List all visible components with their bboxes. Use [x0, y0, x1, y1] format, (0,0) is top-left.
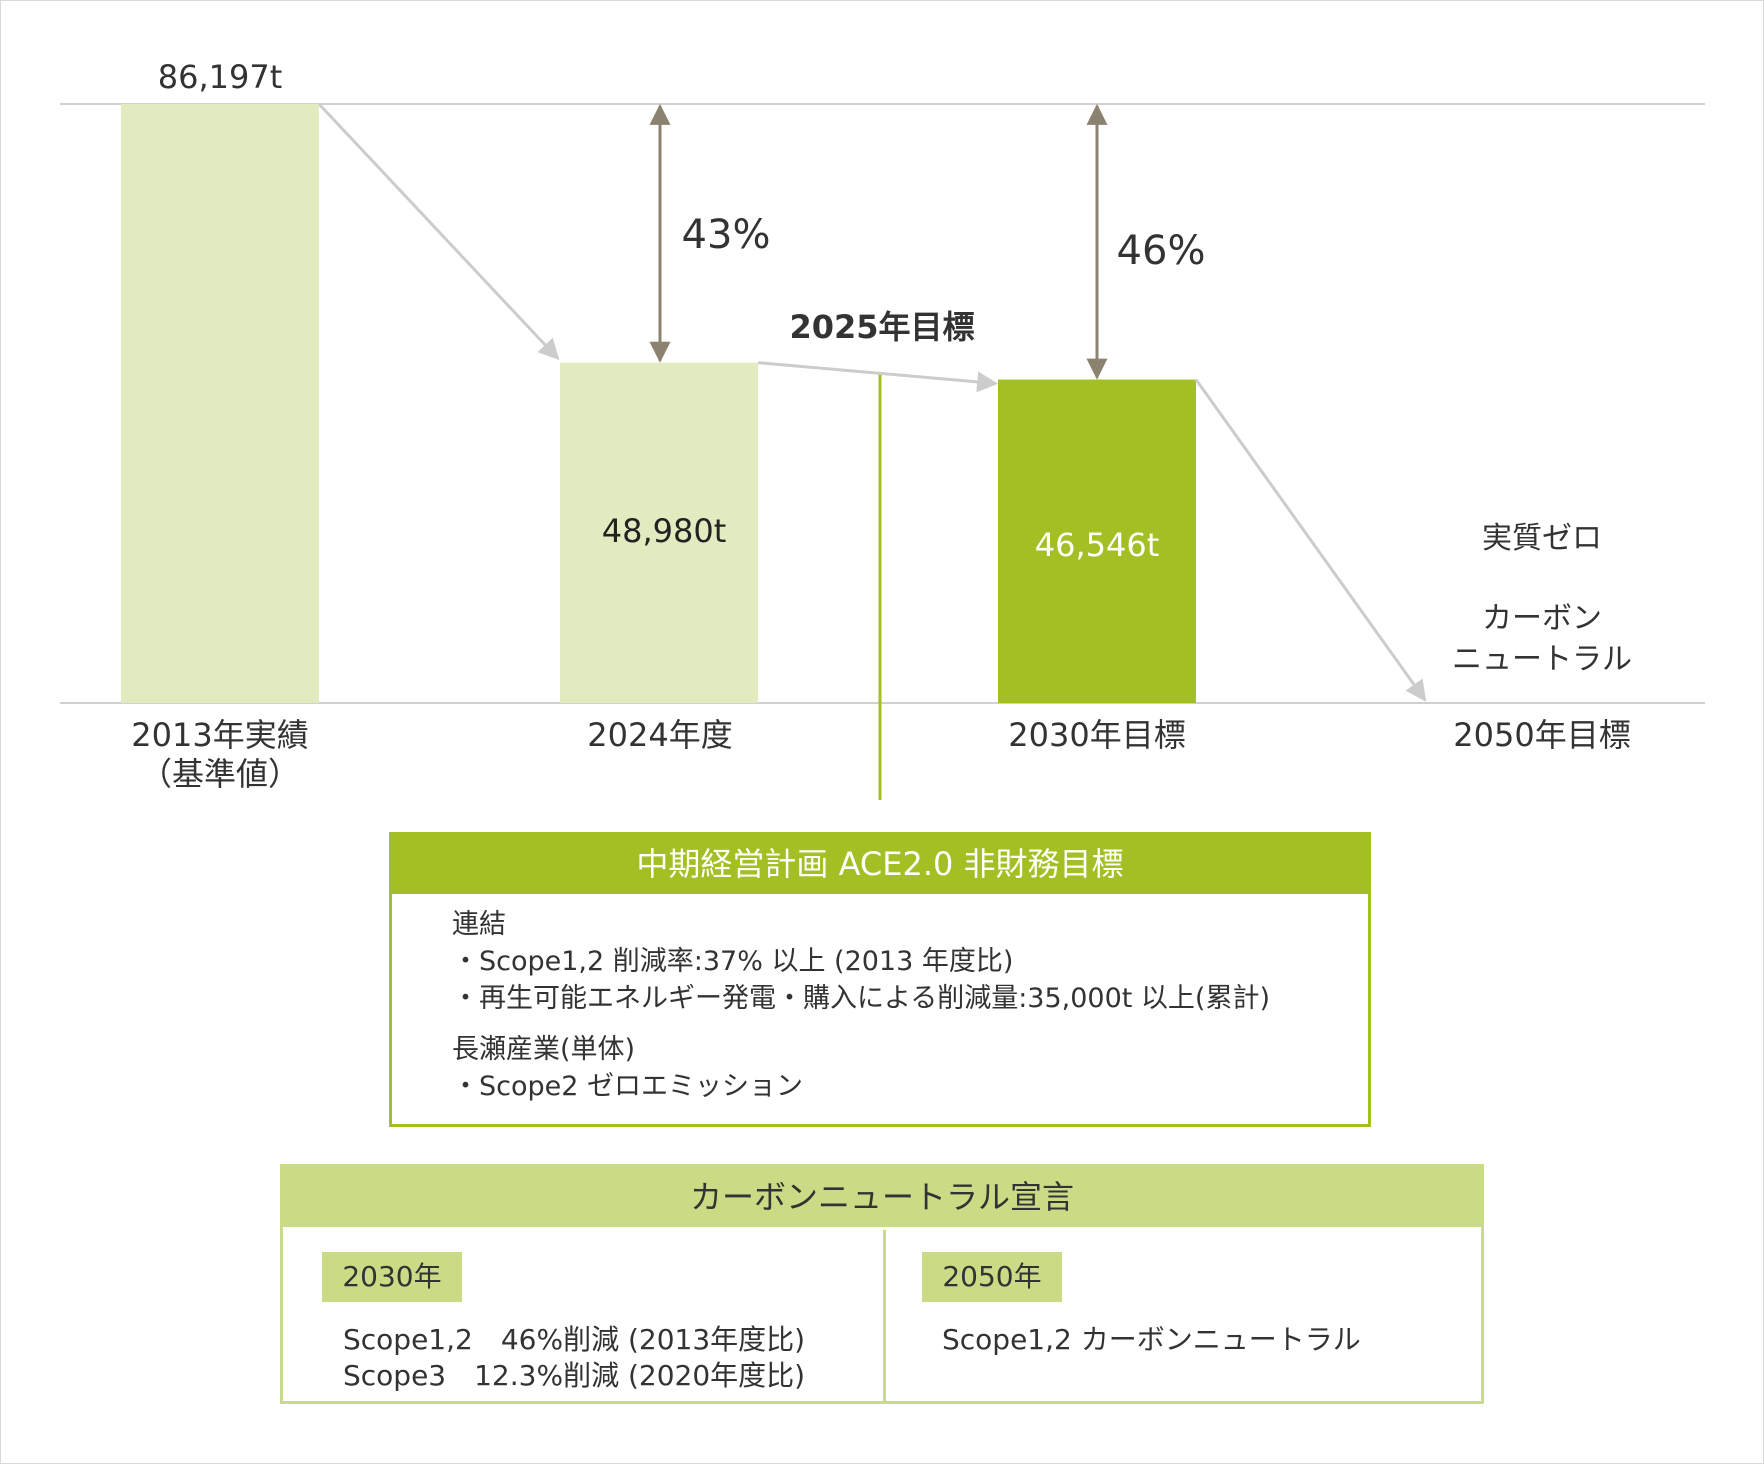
category-label-2: 2030年目標: [1008, 716, 1185, 754]
trend-arrow-2030-2050: [1194, 378, 1427, 702]
plan-box: 中期経営計画 ACE2.0 非財務目標 連結 ・Scope1,2 削減率:37%…: [389, 832, 1371, 1127]
zero-label-1: 実質ゼロ: [1482, 521, 1602, 556]
plan-section1-item: ・Scope1,2 削減率:37% 以上 (2013 年度比): [452, 946, 1014, 977]
declaration-box: カーボンニュートラル宣言 2030年 Scope1,2 46%削減 (2013年…: [280, 1164, 1484, 1404]
declaration-2050-column: 2050年 Scope1,2 カーボンニュートラル: [886, 1230, 1481, 1401]
emissions-chart: 86,197t 48,980t 46,546t 43% 46% 2025年目標実質ゼロカー…: [60, 58, 1705, 800]
tag-2030: 2030年: [322, 1252, 462, 1302]
value-label-1: 48,980t: [602, 512, 727, 550]
value-label-2: 46,546t: [1035, 526, 1160, 564]
reduction-label-0: 43%: [682, 212, 771, 258]
declaration-title: カーボンニュートラル宣言: [283, 1167, 1481, 1227]
plan-box-title: 中期経営計画 ACE2.0 非財務目標: [392, 835, 1368, 894]
value-label-0: 86,197t: [158, 58, 283, 96]
category-label-0: 2013年実績: [131, 716, 308, 754]
target-2025-label: 2025年目標: [789, 308, 974, 346]
category-label-0: （基準値）: [140, 755, 300, 793]
plan-section2-title: 長瀬産業(単体): [452, 1034, 636, 1065]
plan-section2-item: ・Scope2 ゼロエミッション: [452, 1071, 804, 1102]
declaration-2030-text: Scope1,2 46%削減 (2013年度比) Scope3 12.3%削減 …: [343, 1323, 806, 1392]
tag-2050: 2050年: [922, 1252, 1062, 1302]
bar-1: [560, 362, 758, 703]
plan-section1-title: 連結: [452, 909, 506, 940]
bar-2: [998, 379, 1196, 703]
category-label-1: 2024年度: [587, 716, 732, 754]
trend-arrow-2013-2024: [317, 102, 560, 361]
declaration-2050-text: Scope1,2 カーボンニュートラル: [942, 1323, 1361, 1356]
declaration-2030-column: 2030年 Scope1,2 46%削減 (2013年度比) Scope3 12…: [283, 1230, 886, 1401]
plan-section1-item: ・再生可能エネルギー発電・購入による削減量:35,000t 以上(累計): [452, 983, 1270, 1014]
bar-0: [121, 104, 319, 703]
reduction-label-1: 46%: [1117, 228, 1206, 274]
category-label-3: 2050年目標: [1453, 716, 1630, 754]
zero-label-2-line: カーボン: [1482, 601, 1602, 636]
zero-label-2-line: ニュートラル: [1452, 642, 1632, 677]
plan-box-body: 連結 ・Scope1,2 削減率:37% 以上 (2013 年度比) ・再生可能…: [392, 894, 1368, 1105]
trend-arrow-2024-2030: [757, 361, 999, 393]
